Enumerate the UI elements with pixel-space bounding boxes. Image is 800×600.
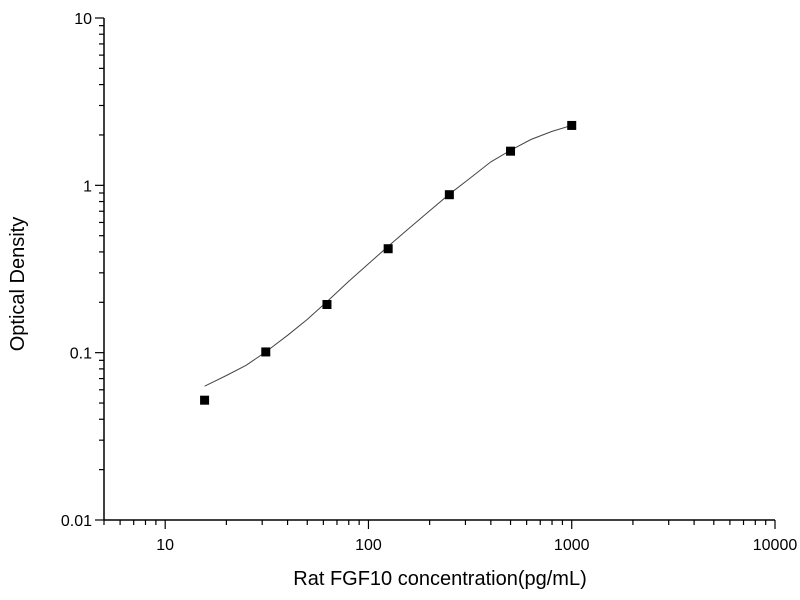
- x-tick-label: 10: [156, 537, 174, 554]
- x-tick-label: 100: [355, 537, 382, 554]
- plot-frame: [103, 18, 775, 521]
- x-axis-ticks: [103, 520, 776, 529]
- y-tick-label: 0.1: [70, 346, 92, 363]
- data-point: [444, 190, 454, 200]
- fit-curve-line: [204, 124, 572, 387]
- x-axis-tick-labels: 10 100 1000 10000: [156, 537, 797, 554]
- y-axis-label: Optical Density: [7, 217, 29, 352]
- x-axis-label: Rat FGF10 concentration(pg/mL): [293, 568, 586, 590]
- x-tick-label: 1000: [554, 537, 590, 554]
- x-tick-label: 10000: [753, 537, 798, 554]
- data-point: [383, 244, 393, 254]
- data-point: [567, 120, 577, 130]
- data-point: [261, 347, 271, 357]
- data-point: [322, 300, 332, 310]
- y-tick-label: 0.01: [61, 513, 92, 530]
- y-tick-label: 1: [83, 178, 92, 195]
- y-axis-tick-labels: 0.01 0.1 1 10: [61, 11, 92, 530]
- data-point: [200, 395, 210, 405]
- y-axis-ticks: [95, 17, 104, 521]
- data-point: [506, 146, 516, 156]
- data-points: [200, 120, 577, 405]
- y-tick-label: 10: [74, 11, 92, 28]
